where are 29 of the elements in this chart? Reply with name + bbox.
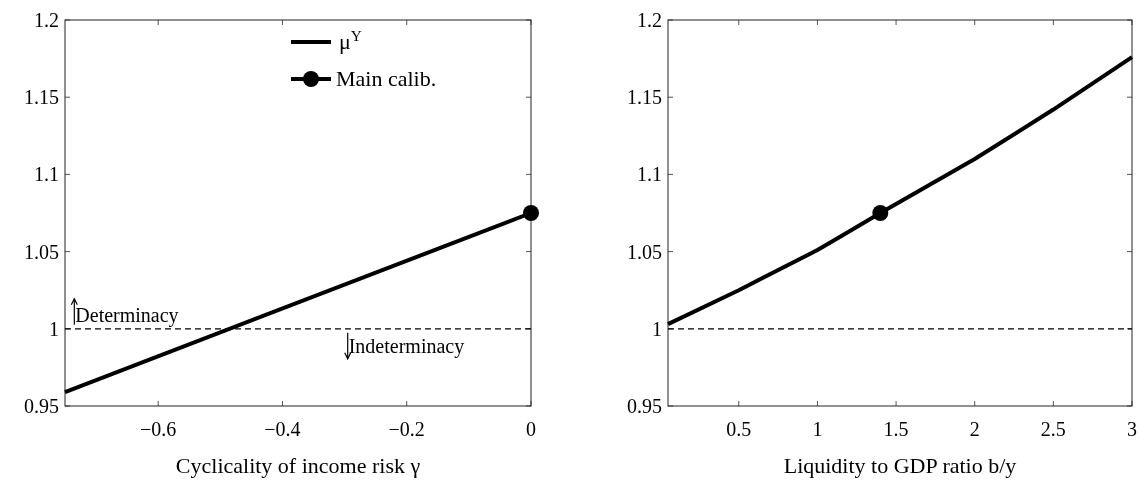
x-tick-label: −0.4	[264, 418, 301, 440]
annotation: Determinacy	[75, 303, 179, 327]
y-tick-label: 0.95	[24, 395, 59, 417]
y-tick-label: 1.1	[637, 163, 662, 186]
y-tick-label: 0.95	[627, 395, 662, 417]
y-tick-label: 1.2	[637, 9, 662, 31]
annotation: Indeterminacy	[348, 334, 465, 358]
y-tick-label: 1.1	[34, 163, 59, 186]
line-series	[666, 55, 1134, 327]
x-tick-label: 0	[526, 418, 536, 440]
y-tick-label: 1.2	[34, 9, 59, 31]
y-tick-label: 1	[652, 317, 662, 340]
x-tick-label: −0.2	[388, 418, 425, 440]
x-tick-label: 2.5	[1040, 418, 1066, 440]
x-tick-label: 3	[1127, 418, 1137, 440]
x-tick-label: 2	[969, 418, 980, 440]
x-tick-label: 1	[812, 418, 823, 440]
x-axis-title: Liquidity to GDP ratio b/y	[783, 453, 1017, 478]
x-tick-label: 1.5	[883, 418, 909, 440]
y-tick-label: 1.15	[24, 86, 59, 109]
x-axis-title: Cyclicality of income risk γ	[175, 453, 421, 478]
y-tick-label: 1	[49, 317, 59, 340]
legend-label: μ$^{Y}$	[339, 26, 362, 54]
x-tick-label: 0.5	[726, 418, 752, 440]
x-tick-label: −0.6	[140, 418, 177, 440]
y-tick-label: 1.05	[24, 240, 59, 263]
legend-label: Main calib.	[336, 66, 437, 91]
y-tick-label: 1.05	[627, 240, 662, 263]
y-tick-label: 1.15	[627, 86, 662, 109]
